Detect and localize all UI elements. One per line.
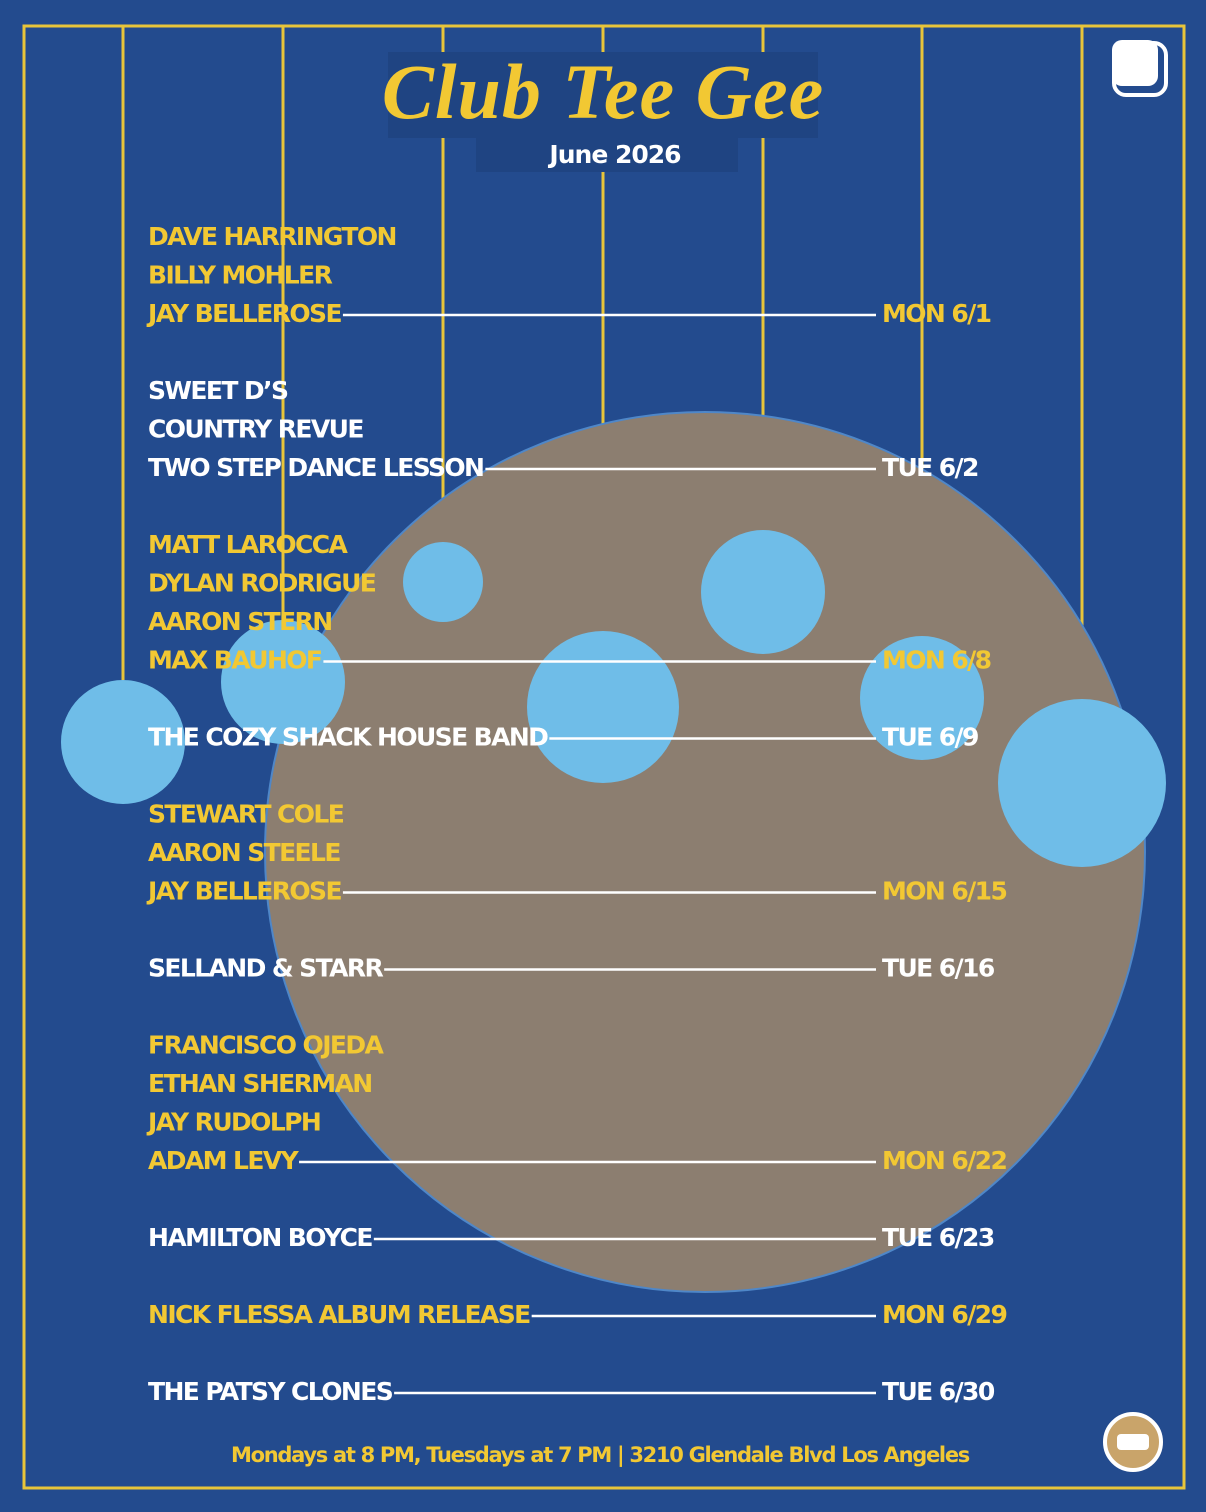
- ornament: [403, 542, 483, 622]
- event-line: THE COZY SHACK HOUSE BAND: [148, 723, 548, 752]
- subtitle: June 2026: [547, 140, 681, 169]
- icon-body: [1112, 40, 1158, 86]
- ornament: [527, 631, 679, 783]
- event-date: MON 6/15: [882, 877, 1006, 906]
- event-date: TUE 6/23: [882, 1223, 994, 1252]
- event-line: SELLAND & STARR: [148, 954, 383, 983]
- title-backdrop: [388, 52, 818, 138]
- event: THE PATSY CLONES TUE 6/30: [148, 1377, 996, 1406]
- event-line: JAY BELLEROSE: [146, 877, 341, 906]
- event-date: MON 6/29: [882, 1300, 1006, 1329]
- event-date: TUE 6/30: [882, 1377, 995, 1406]
- badge-mark: [1117, 1434, 1149, 1450]
- event-line: DAVE HARRINGTON: [148, 222, 396, 251]
- event-date: MON 6/8: [882, 646, 991, 675]
- ornament: [221, 620, 345, 744]
- event: MATT LAROCCA DYLAN RODRIGUE AARON STERN MAX…: [148, 530, 992, 675]
- event-line: MATT LAROCCA: [148, 530, 349, 559]
- title: Club Tee Gee: [382, 48, 824, 135]
- big-circle: [264, 411, 1146, 1293]
- event: FRANCISCO OJEDA ETHAN SHERMAN JAY RUDOLPH A…: [146, 1031, 1008, 1176]
- event: NICK FLESSA ALBUM RELEASE MON 6/29: [148, 1300, 1008, 1329]
- ornament: [61, 680, 185, 804]
- footer: Mondays at 8 PM, Tuesdays at 7 PM | 3210…: [231, 1443, 970, 1468]
- event-line: THE PATSY CLONES: [148, 1377, 393, 1406]
- event-date: MON 6/1: [882, 299, 991, 328]
- ornament: [998, 699, 1166, 867]
- event-line: STEWART COLE: [148, 800, 344, 829]
- border: [22, 24, 1186, 1490]
- event-line: ETHAN SHERMAN: [148, 1069, 372, 1098]
- event-line: COUNTRY REVUE: [148, 415, 363, 444]
- event-line: DYLAN RODRIGUE: [148, 569, 376, 598]
- event-line: AARON STEELE: [148, 838, 340, 867]
- event-date: TUE 6/2: [882, 453, 978, 482]
- event-line: NICK FLESSA ALBUM RELEASE: [148, 1300, 530, 1329]
- event-line: JAY BELLEROSE: [146, 299, 341, 328]
- ornament: [860, 636, 984, 760]
- event-line: BILLY MOHLER: [148, 261, 333, 290]
- event: SELLAND & STARR TUE 6/16: [148, 954, 996, 983]
- ornaments: [61, 530, 1166, 867]
- event: THE COZY SHACK HOUSE BAND TUE 6/9: [148, 723, 980, 752]
- event-line: ADAM LEVY: [148, 1146, 300, 1175]
- event-line: TWO STEP DANCE LESSON: [148, 453, 483, 482]
- event-date: TUE 6/9: [882, 723, 978, 752]
- event-line: SWEET D’S: [148, 376, 288, 405]
- event: STEWART COLE AARON STEELE JAY BELLEROSE MON…: [146, 800, 1008, 906]
- subtitle-backdrop: [476, 138, 738, 172]
- event: SWEET D’S COUNTRY REVUE TWO STEP DANCE LES…: [148, 376, 980, 482]
- instagram-icon: [1112, 40, 1168, 97]
- event: HAMILTON BOYCE TUE 6/23: [148, 1223, 995, 1252]
- event-date: TUE 6/16: [882, 954, 995, 983]
- event-line: JAY RUDOLPH: [146, 1108, 320, 1137]
- event-line: FRANCISCO OJEDA: [148, 1031, 385, 1060]
- event-line: MAX BAUHOF: [148, 646, 321, 675]
- events: DAVE HARRINGTON BILLY MOHLER JAY BELLEROSE…: [146, 222, 1008, 1406]
- event: DAVE HARRINGTON BILLY MOHLER JAY BELLEROSE…: [146, 222, 992, 328]
- ornament: [701, 530, 825, 654]
- event-line: HAMILTON BOYCE: [148, 1223, 372, 1252]
- event-line: AARON STERN: [148, 607, 332, 636]
- logo-badge: [1103, 1412, 1163, 1472]
- event-date: MON 6/22: [882, 1146, 1006, 1175]
